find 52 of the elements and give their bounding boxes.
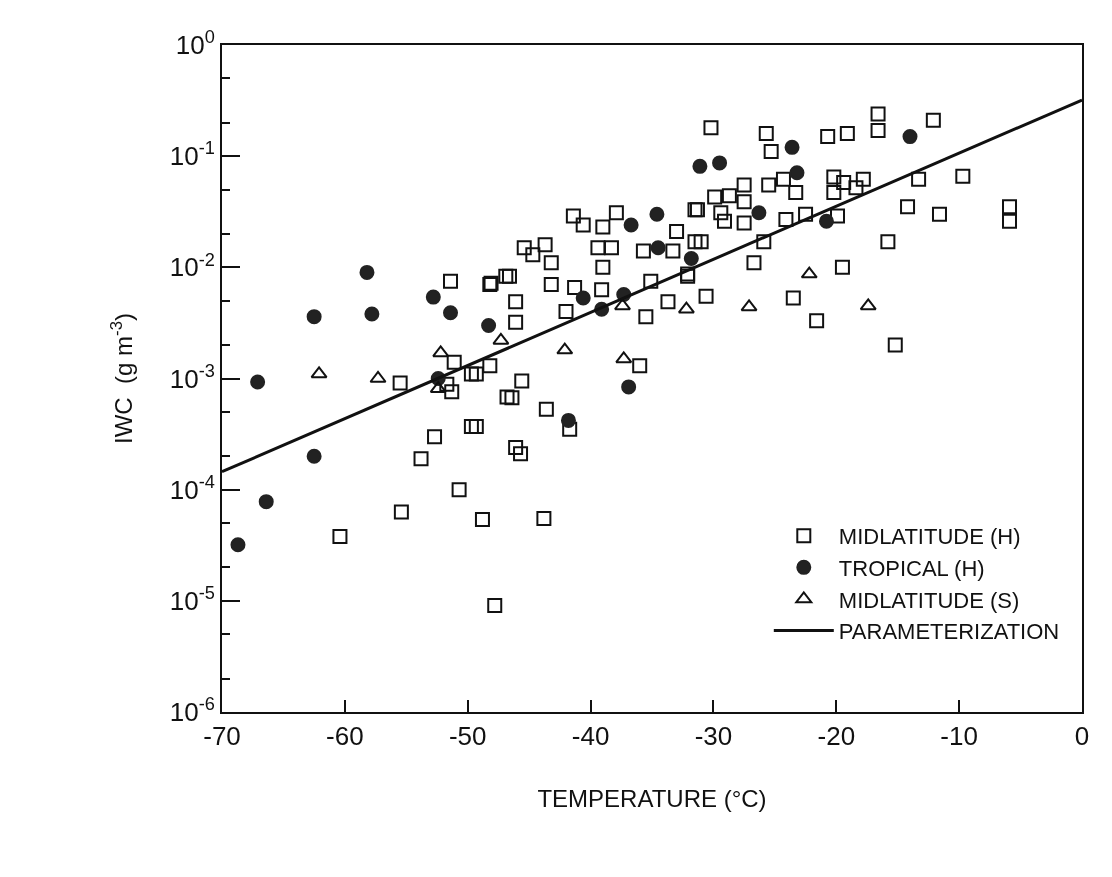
x-axis-title: TEMPERATURE (°C) bbox=[537, 785, 767, 812]
legend-label: TROPICAL (H) bbox=[838, 555, 985, 581]
point bbox=[650, 240, 666, 256]
point bbox=[230, 537, 246, 553]
y-tick-label: 10$^{-5}$ bbox=[169, 583, 215, 616]
point bbox=[364, 306, 380, 322]
point bbox=[432, 345, 450, 358]
point bbox=[425, 289, 441, 305]
point bbox=[306, 309, 322, 325]
point bbox=[310, 366, 328, 379]
x-tick-label: -30 bbox=[694, 721, 733, 752]
point bbox=[712, 155, 728, 171]
point bbox=[789, 165, 805, 181]
point bbox=[683, 251, 699, 267]
point bbox=[575, 290, 591, 306]
legend-label: MIDLATITUDE (S) bbox=[838, 587, 1020, 613]
x-tick-label: -50 bbox=[448, 721, 487, 752]
point bbox=[359, 264, 375, 280]
point bbox=[784, 139, 800, 155]
legend-label: MIDLATITUDE (H) bbox=[838, 524, 1021, 550]
point bbox=[621, 379, 637, 395]
point bbox=[306, 448, 322, 464]
point bbox=[556, 342, 574, 355]
y-tick-label: 10$^{-1}$ bbox=[169, 138, 215, 172]
y-tick-label: 10$^{0}$ bbox=[175, 27, 215, 61]
y-tick-label: 10$^{-2}$ bbox=[169, 249, 215, 283]
point bbox=[859, 298, 877, 311]
point bbox=[818, 213, 834, 229]
legend-label: PARAMETERIZATION bbox=[838, 619, 1060, 645]
point bbox=[751, 205, 767, 221]
point bbox=[677, 301, 695, 314]
x-tick-label: -20 bbox=[817, 721, 856, 752]
point bbox=[481, 317, 497, 333]
y-tick-label: 10$^{-3}$ bbox=[169, 360, 215, 394]
point bbox=[250, 374, 266, 390]
point bbox=[692, 158, 708, 174]
point bbox=[615, 351, 633, 364]
point bbox=[258, 494, 274, 510]
point bbox=[902, 129, 918, 145]
x-tick-label: -10 bbox=[940, 721, 978, 752]
point bbox=[623, 217, 639, 233]
point bbox=[614, 298, 632, 311]
x-tick-label: -60 bbox=[326, 721, 364, 752]
point bbox=[649, 206, 665, 222]
y-tick-label: 10$^{-4}$ bbox=[169, 471, 215, 505]
point bbox=[443, 305, 459, 321]
point bbox=[492, 332, 510, 345]
x-tick-label: -40 bbox=[571, 721, 610, 752]
x-tick-label: 0 bbox=[1074, 721, 1090, 752]
point bbox=[560, 412, 576, 428]
point bbox=[740, 299, 758, 312]
point bbox=[800, 266, 818, 279]
